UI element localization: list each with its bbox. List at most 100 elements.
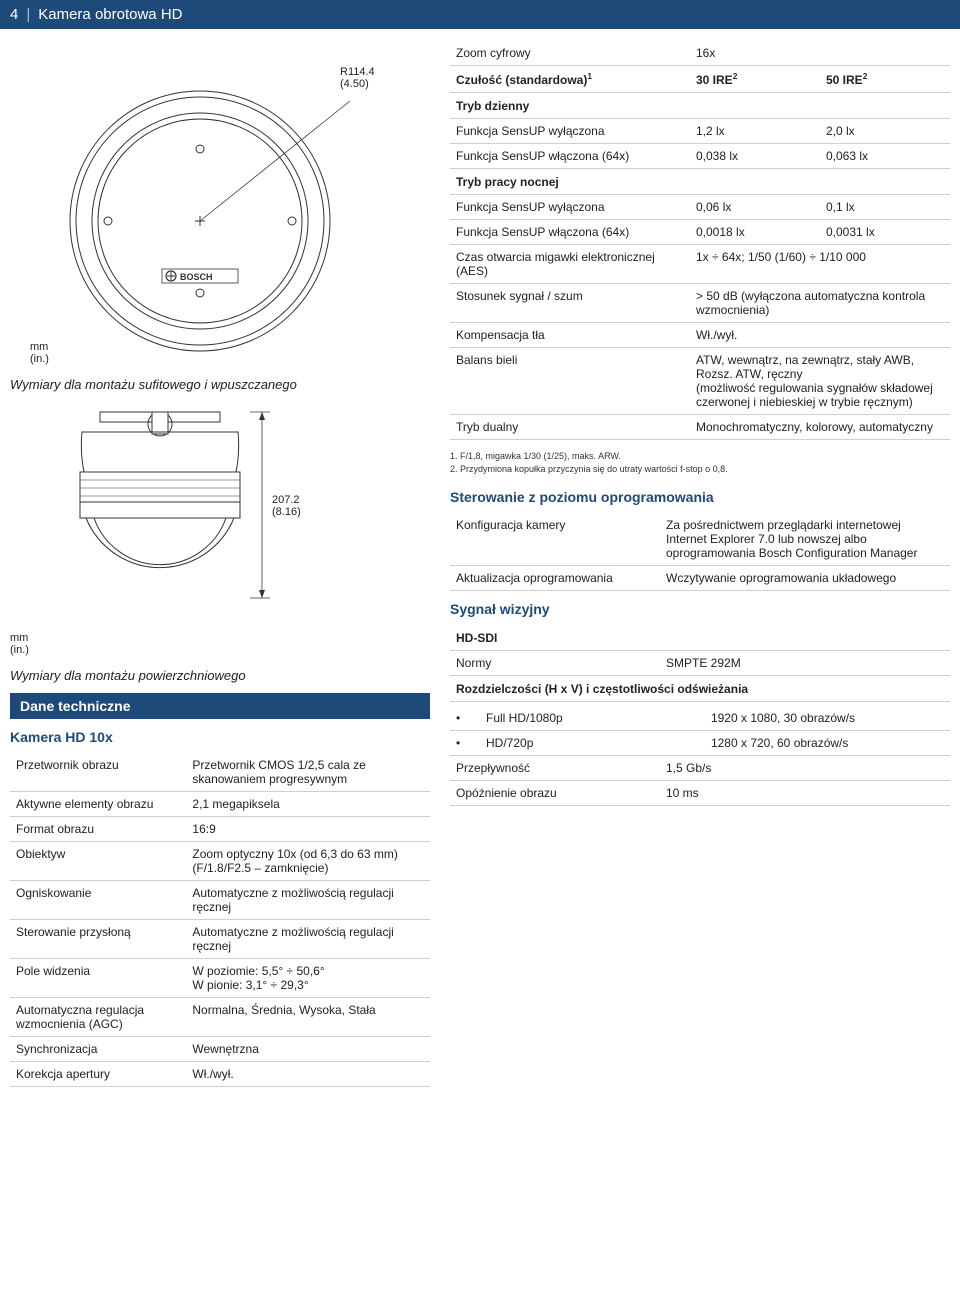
cell-label: Tryb dualny bbox=[450, 415, 690, 440]
table-row: ObiektywZoom optyczny 10x (od 6,3 do 63 … bbox=[10, 842, 430, 881]
cell-label: Przepływność bbox=[450, 756, 660, 781]
cell-label: Balans bieli bbox=[450, 348, 690, 415]
table-row: OgniskowanieAutomatyczne z możliwością r… bbox=[10, 881, 430, 920]
sup: 1 bbox=[587, 71, 592, 81]
cell-value: 16x bbox=[690, 41, 820, 66]
cell-value: Za pośrednictwem przeglądarki internetow… bbox=[660, 513, 950, 566]
page-header: 4 | Kamera obrotowa HD bbox=[0, 0, 960, 29]
section-bar-specs: Dane techniczne bbox=[10, 693, 430, 719]
table-zoom: Zoom cyfrowy 16x Czułość (standardowa)1 … bbox=[450, 41, 950, 440]
table-row: Sterowanie przysłonąAutomatyczne z możli… bbox=[10, 920, 430, 959]
cell-value: Wewnętrzna bbox=[186, 1037, 430, 1062]
cell-value bbox=[820, 41, 950, 66]
cell-value: 2,1 megapiksela bbox=[186, 792, 430, 817]
cell-label: Czas otwarcia migawki elektronicznej (AE… bbox=[450, 245, 690, 284]
resolution-rows: •Full HD/1080p1920 x 1080, 30 obrazów/s•… bbox=[450, 706, 950, 756]
cell-label: HD/720p bbox=[486, 736, 691, 750]
cell-label: Ogniskowanie bbox=[10, 881, 186, 920]
diagram1-caption: Wymiary dla montażu sufitowego i wpuszcz… bbox=[10, 377, 430, 392]
table-row: Korekcja aperturyWł./wył. bbox=[10, 1062, 430, 1087]
cell-col2: 50 IRE2 bbox=[820, 66, 950, 93]
unit-label-1: mm (in.) bbox=[30, 341, 49, 365]
diagram2-caption: Wymiary dla montażu powierzchniowego bbox=[10, 668, 430, 683]
table-row: Kompensacja tłaWł./wył. bbox=[450, 323, 950, 348]
cell-label: Stosunek sygnał / szum bbox=[450, 284, 690, 323]
cell-label: Kompensacja tła bbox=[450, 323, 690, 348]
right-column: Zoom cyfrowy 16x Czułość (standardowa)1 … bbox=[450, 41, 950, 1087]
subheader-row: Tryb dzienny bbox=[450, 93, 950, 119]
table-row: Funkcja SensUP wyłączona1,2 lx2,0 lx bbox=[450, 119, 950, 144]
cell-value: 1280 x 720, 60 obrazów/s bbox=[711, 736, 944, 750]
footnote-1: 1. F/1,8, migawka 1/30 (1/25), maks. ARW… bbox=[450, 450, 950, 463]
cell-value: 2,0 lx bbox=[820, 119, 950, 144]
table-row: Aktualizacja oprogramowaniaWczytywanie o… bbox=[450, 566, 950, 591]
cell-label: Synchronizacja bbox=[10, 1037, 186, 1062]
cell-value: 10 ms bbox=[660, 781, 950, 806]
subheading-software: Sterowanie z poziomu oprogramowania bbox=[450, 489, 950, 505]
diagram-side-view: 207.2 (8.16) mm (in.) bbox=[40, 402, 340, 662]
cell-value: Przetwornik CMOS 1/2,5 cala ze skanowani… bbox=[186, 753, 430, 792]
cell-value: Monochromatyczny, kolorowy, automatyczny bbox=[690, 415, 950, 440]
cell-value: Wł./wył. bbox=[690, 323, 950, 348]
subheader-row: Tryb pracy nocnej bbox=[450, 169, 950, 195]
cell-value: Wł./wył. bbox=[186, 1062, 430, 1087]
separator: | bbox=[26, 6, 30, 23]
cell-label: Funkcja SensUP włączona (64x) bbox=[450, 144, 690, 169]
table-row: •HD/720p1280 x 720, 60 obrazów/s bbox=[450, 731, 950, 756]
cell-value: 1920 x 1080, 30 obrazów/s bbox=[711, 711, 944, 725]
cell-label: Aktywne elementy obrazu bbox=[10, 792, 186, 817]
cell-value: W poziomie: 5,5° ÷ 50,6° W pionie: 3,1° … bbox=[186, 959, 430, 998]
table-row: Aktywne elementy obrazu2,1 megapiksela bbox=[10, 792, 430, 817]
cell-label: Zoom cyfrowy bbox=[450, 41, 690, 66]
cell-value: Zoom optyczny 10x (od 6,3 do 63 mm) (F/1… bbox=[186, 842, 430, 881]
cell-value: SMPTE 292M bbox=[660, 651, 950, 676]
diagram-top-view: BOSCH R114.4 (4.50) mm (in.) bbox=[30, 41, 410, 371]
subheading-signal: Sygnał wizyjny bbox=[450, 601, 950, 617]
table-row: Zoom cyfrowy 16x bbox=[450, 41, 950, 66]
bullet-icon: • bbox=[456, 711, 466, 725]
page-number: 4 bbox=[10, 6, 18, 23]
cell-value: ATW, wewnątrz, na zewnątrz, stały AWB, R… bbox=[690, 348, 950, 415]
table-row: Przepływność1,5 Gb/s bbox=[450, 756, 950, 781]
cell-value: Automatyczne z możliwością regulacji ręc… bbox=[186, 881, 430, 920]
subheader-row: HD-SDI bbox=[450, 625, 950, 651]
spec-table-left: Przetwornik obrazuPrzetwornik CMOS 1/2,5… bbox=[10, 753, 430, 1087]
table-row: Funkcja SensUP włączona (64x)0,038 lx0,0… bbox=[450, 144, 950, 169]
cell-value: 1,5 Gb/s bbox=[660, 756, 950, 781]
resolution-title: Rozdzielczości (H x V) i częstotliwości … bbox=[450, 676, 950, 702]
cell-value: 0,06 lx bbox=[690, 195, 820, 220]
footnote-2: 2. Przydymiona kopułka przyczynia się do… bbox=[450, 463, 950, 476]
cell-value: 16:9 bbox=[186, 817, 430, 842]
cell-label: Czułość (standardowa)1 bbox=[450, 66, 690, 93]
cell-value: 0,063 lx bbox=[820, 144, 950, 169]
table-signal: HD-SDI NormySMPTE 292M Rozdzielczości (H… bbox=[450, 625, 950, 702]
cell-label: Przetwornik obrazu bbox=[10, 753, 186, 792]
sup: 2 bbox=[863, 71, 868, 81]
cell-value: Wczytywanie oprogramowania układowego bbox=[660, 566, 950, 591]
table-signal-2: Przepływność1,5 Gb/sOpóźnienie obrazu10 … bbox=[450, 756, 950, 806]
cell-label: Automatyczna regulacja wzmocnienia (AGC) bbox=[10, 998, 186, 1037]
cell-label: Konfiguracja kamery bbox=[450, 513, 660, 566]
cell-label: Aktualizacja oprogramowania bbox=[450, 566, 660, 591]
table-row: Pole widzeniaW poziomie: 5,5° ÷ 50,6° W … bbox=[10, 959, 430, 998]
table-row: SynchronizacjaWewnętrzna bbox=[10, 1037, 430, 1062]
table-row: Opóźnienie obrazu10 ms bbox=[450, 781, 950, 806]
table-row: Automatyczna regulacja wzmocnienia (AGC)… bbox=[10, 998, 430, 1037]
table-header-row: Czułość (standardowa)1 30 IRE2 50 IRE2 bbox=[450, 66, 950, 93]
page-title: Kamera obrotowa HD bbox=[38, 6, 182, 23]
table-row: Format obrazu16:9 bbox=[10, 817, 430, 842]
sup: 2 bbox=[733, 71, 738, 81]
table-row: Tryb dualnyMonochromatyczny, kolorowy, a… bbox=[450, 415, 950, 440]
cell-value: 0,1 lx bbox=[820, 195, 950, 220]
cell-value: Normalna, Średnia, Wysoka, Stała bbox=[186, 998, 430, 1037]
table-software: Konfiguracja kameryZa pośrednictwem prze… bbox=[450, 513, 950, 591]
table-row: Konfiguracja kameryZa pośrednictwem prze… bbox=[450, 513, 950, 566]
cell-value: 0,0018 lx bbox=[690, 220, 820, 245]
cell-label: Opóźnienie obrazu bbox=[450, 781, 660, 806]
day-mode-label: Tryb dzienny bbox=[450, 93, 950, 119]
table-row: Czas otwarcia migawki elektronicznej (AE… bbox=[450, 245, 950, 284]
cell-value: 1,2 lx bbox=[690, 119, 820, 144]
col1-label: 30 IRE bbox=[696, 73, 733, 87]
brand-text: BOSCH bbox=[180, 272, 213, 282]
subheading-camera: Kamera HD 10x bbox=[10, 729, 430, 745]
